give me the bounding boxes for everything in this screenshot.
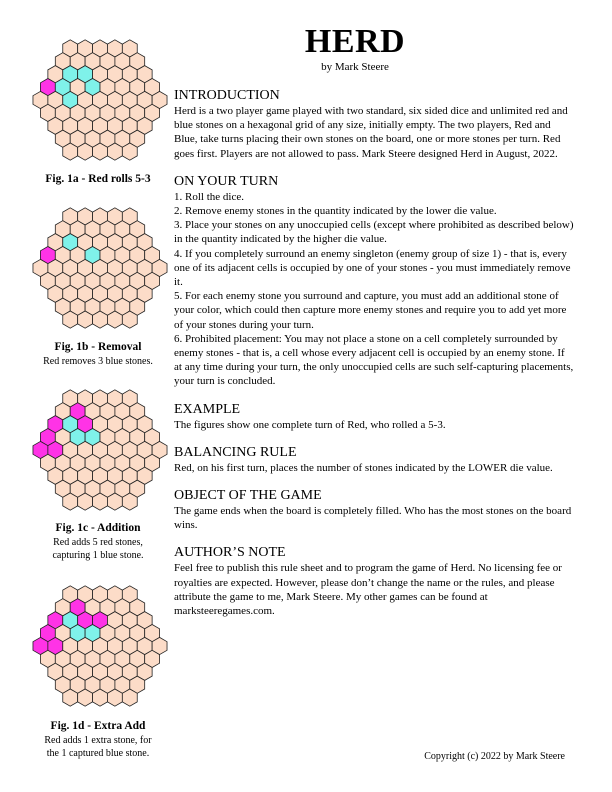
hex-cell — [107, 492, 123, 511]
hex-cell — [77, 310, 93, 329]
hex-cell — [107, 142, 123, 161]
figure-1d-caption: Fig. 1d - Extra Add — [50, 720, 146, 732]
hex-cell — [77, 688, 93, 707]
hex-cell — [77, 142, 93, 161]
hex-board-1b — [32, 207, 168, 329]
hex-board-1a — [32, 39, 168, 161]
figure-1b-caption: Fig. 1b - Removal — [54, 341, 142, 353]
hex-cell — [77, 492, 93, 511]
section-example: EXAMPLE The figures show one complete tu… — [174, 402, 574, 432]
section-heading: ON YOUR TURN — [174, 173, 279, 189]
hex-cell — [121, 310, 138, 329]
figure-1a-caption: Fig. 1a - Red rolls 5-3 — [45, 173, 151, 185]
section-authors-note: AUTHOR’S NOTE Feel free to publish this … — [174, 545, 574, 618]
hex-cell — [107, 310, 123, 329]
hex-cell — [62, 688, 79, 707]
rules-text: INTRODUCTION Herd is a two player game p… — [174, 88, 574, 631]
section-on-your-turn: ON YOUR TURN 1. Roll the dice. 2. Remove… — [174, 174, 574, 389]
section-object-of-game: OBJECT OF THE GAME The game ends when th… — [174, 488, 574, 532]
section-heading: OBJECT OF THE GAME — [174, 488, 322, 504]
section-balancing-rule: BALANCING RULE Red, on his first turn, p… — [174, 445, 574, 475]
section-heading: EXAMPLE — [174, 401, 241, 417]
author-byline: by Mark Steere — [321, 61, 389, 73]
hex-board-1d — [32, 585, 168, 707]
hex-cell — [62, 492, 79, 511]
hex-cell — [92, 142, 108, 161]
section-heading: INTRODUCTION — [174, 88, 280, 103]
hex-cell — [92, 310, 108, 329]
section-body: The game ends when the board is complete… — [174, 505, 572, 532]
hex-cell — [121, 688, 138, 707]
figure-1c-subtitle: Red adds 5 red stones, capturing 1 blue … — [52, 537, 144, 561]
figure-1d-subtitle: Red adds 1 extra stone, for the 1 captur… — [44, 735, 152, 759]
figure-1b — [0, 200, 170, 336]
hex-cell — [92, 492, 108, 511]
copyright-notice: Copyright (c) 2022 by Mark Steere — [424, 751, 565, 762]
section-heading: BALANCING RULE — [174, 444, 297, 460]
hex-cell — [62, 310, 79, 329]
figure-1c-caption: Fig. 1c - Addition — [55, 522, 141, 534]
hex-cell — [62, 142, 79, 161]
section-introduction: INTRODUCTION Herd is a two player game p… — [174, 88, 574, 161]
hex-board-1c — [32, 389, 168, 511]
figure-1d — [0, 578, 170, 714]
section-body: 1. Roll the dice. 2. Remove enemy stones… — [174, 190, 574, 388]
hex-cell — [92, 688, 108, 707]
hex-cell — [107, 688, 123, 707]
page-title: HERD — [304, 23, 406, 60]
hex-cell — [121, 142, 138, 161]
figure-1a — [0, 32, 170, 168]
figure-1b-subtitle: Red removes 3 blue stones. — [43, 356, 153, 367]
section-body: Herd is a two player game played with tw… — [174, 105, 568, 160]
section-heading: AUTHOR’S NOTE — [174, 545, 286, 561]
figure-1c — [0, 382, 170, 518]
hex-cell — [121, 492, 138, 511]
section-body: Red, on his first turn, places the numbe… — [174, 461, 553, 474]
section-body: Feel free to publish this rule sheet and… — [174, 562, 562, 618]
section-body: The figures show one complete turn of Re… — [174, 418, 446, 431]
